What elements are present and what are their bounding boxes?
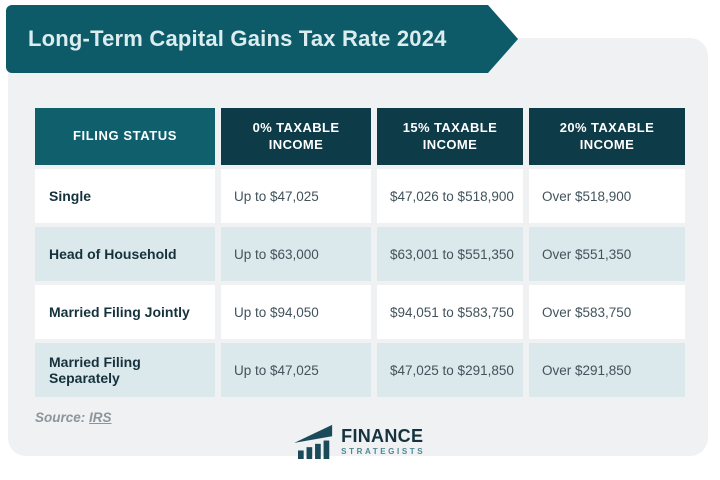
rate-0-cell: Up to $63,000 [221, 227, 371, 281]
filing-status-cell: Single [35, 169, 215, 223]
page-title: Long-Term Capital Gains Tax Rate 2024 [28, 26, 447, 51]
finance-strategists-logo: FINANCE STRATEGISTS [292, 423, 425, 459]
rate-15-cell: $47,026 to $518,900 [377, 169, 523, 223]
logo-subtitle: STRATEGISTS [341, 446, 426, 456]
column-header-filing-status: FILING STATUS [35, 108, 215, 165]
logo-name: FINANCE [341, 425, 424, 446]
column-header-0-percent: 0% TAXABLE INCOME [221, 108, 371, 165]
rate-0-cell: Up to $47,025 [221, 343, 371, 397]
rate-15-cell: $63,001 to $551,350 [377, 227, 523, 281]
filing-status-cell: Married Filing Separately [35, 343, 215, 397]
title-banner: Long-Term Capital Gains Tax Rate 2024 [6, 5, 518, 73]
rate-20-cell: Over $518,900 [529, 169, 685, 223]
source-irs-link[interactable]: IRS [89, 410, 112, 425]
source-note: Source: IRS [35, 410, 112, 425]
rate-15-cell: $47,025 to $291,850 [377, 343, 523, 397]
column-header-20-percent: 20% TAXABLE INCOME [529, 108, 685, 165]
tax-rate-table: FILING STATUS 0% TAXABLE INCOME 15% TAXA… [35, 108, 685, 397]
rate-20-cell: Over $291,850 [529, 343, 685, 397]
filing-status-cell: Married Filing Jointly [35, 285, 215, 339]
source-label: Source: [35, 410, 86, 425]
rate-20-cell: Over $583,750 [529, 285, 685, 339]
bar-chart-arrow-icon [294, 424, 333, 459]
rate-0-cell: Up to $47,025 [221, 169, 371, 223]
column-header-15-percent: 15% TAXABLE INCOME [377, 108, 523, 165]
filing-status-cell: Head of Household [35, 227, 215, 281]
logo-text: FINANCE STRATEGISTS [341, 427, 425, 456]
rate-0-cell: Up to $94,050 [221, 285, 371, 339]
rate-15-cell: $94,051 to $583,750 [377, 285, 523, 339]
rate-20-cell: Over $551,350 [529, 227, 685, 281]
